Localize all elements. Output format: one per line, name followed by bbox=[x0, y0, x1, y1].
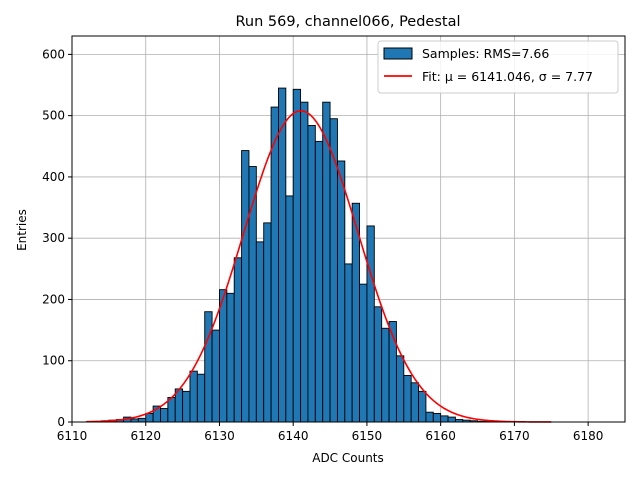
x-tick-label: 6120 bbox=[130, 429, 161, 443]
histogram-bar bbox=[418, 390, 427, 423]
histogram-bar bbox=[219, 289, 228, 423]
y-tick-label: 400 bbox=[42, 170, 65, 184]
legend-box bbox=[377, 40, 619, 94]
plot-frame bbox=[71, 35, 626, 423]
histogram-bar bbox=[432, 412, 442, 423]
histogram-bar bbox=[447, 416, 456, 423]
histogram-bar bbox=[307, 125, 316, 423]
histogram-bar bbox=[366, 225, 375, 423]
histogram-bar bbox=[233, 257, 243, 423]
y-tick-label: 500 bbox=[42, 109, 65, 123]
histogram-bar bbox=[278, 87, 287, 423]
histogram-bar bbox=[182, 390, 191, 423]
histogram-bar bbox=[410, 382, 419, 423]
histogram-bar bbox=[189, 370, 198, 423]
histogram-bar bbox=[270, 106, 279, 423]
x-tick-label: 6180 bbox=[573, 429, 604, 443]
histogram-bars bbox=[86, 87, 493, 423]
histogram-bar bbox=[196, 373, 206, 423]
histogram-bar bbox=[255, 241, 265, 423]
x-axis-label: ADC Counts bbox=[312, 451, 384, 465]
histogram-bar bbox=[322, 101, 331, 423]
legend-fit-label: Fit: μ = 6141.046, σ = 7.77 bbox=[422, 69, 593, 84]
legend-samples-swatch bbox=[383, 47, 413, 60]
histogram-bar bbox=[137, 417, 147, 423]
histogram-bar bbox=[263, 222, 272, 423]
histogram-bar bbox=[167, 397, 176, 423]
histogram-bar bbox=[145, 412, 154, 423]
x-tick-label: 6140 bbox=[278, 429, 309, 443]
y-tick-label: 600 bbox=[42, 47, 65, 61]
x-tick-label: 6110 bbox=[57, 429, 88, 443]
histogram-bar bbox=[204, 311, 213, 423]
legend: Samples: RMS=7.66 Fit: μ = 6141.046, σ =… bbox=[377, 40, 619, 94]
legend-samples-label: Samples: RMS=7.66 bbox=[422, 46, 549, 61]
y-tick-label: 100 bbox=[42, 354, 65, 368]
histogram-bar bbox=[300, 101, 309, 423]
histogram-bar bbox=[403, 374, 412, 423]
histogram-bar bbox=[160, 408, 169, 423]
fit-curve-layer bbox=[86, 109, 552, 423]
x-tick-label: 6160 bbox=[425, 429, 456, 443]
histogram-bar bbox=[373, 306, 383, 423]
axes bbox=[68, 35, 626, 426]
y-tick-label: 300 bbox=[42, 231, 65, 245]
y-axis-label: Entries bbox=[15, 209, 29, 251]
histogram-bar bbox=[381, 327, 390, 423]
fit-curve bbox=[86, 109, 552, 423]
histogram-bar bbox=[285, 195, 294, 423]
y-tick-label: 0 bbox=[57, 415, 65, 429]
histogram-bar bbox=[211, 329, 220, 423]
y-tick-label: 200 bbox=[42, 292, 65, 306]
histogram-bar bbox=[292, 88, 302, 423]
histogram-bar bbox=[425, 411, 434, 423]
histogram-bar bbox=[440, 415, 449, 423]
histogram-bar bbox=[241, 150, 250, 423]
histogram-bar bbox=[344, 263, 353, 423]
histogram-bar bbox=[336, 160, 346, 423]
histogram-bar bbox=[395, 355, 405, 423]
histogram-bar bbox=[314, 140, 324, 423]
x-tick-label: 6150 bbox=[352, 429, 383, 443]
tick-labels: 6110 6120 6130 6140 6150 6160 6170 6180 0 100 200 3… bbox=[42, 47, 603, 443]
chart-title: Run 569, channel066, Pedestal bbox=[235, 14, 460, 30]
x-tick-label: 6170 bbox=[499, 429, 530, 443]
histogram-bar bbox=[359, 283, 368, 423]
histogram-bar bbox=[226, 292, 235, 423]
x-tick-label: 6130 bbox=[204, 429, 235, 443]
